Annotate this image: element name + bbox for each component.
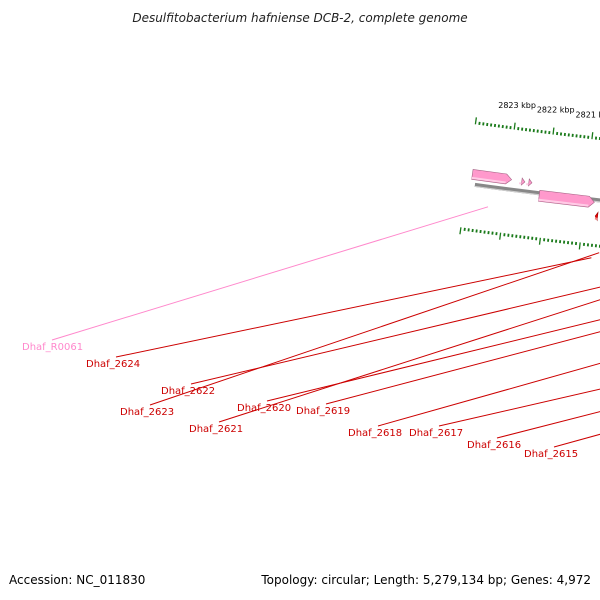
ruler-major-tick bbox=[474, 117, 478, 125]
leader-line bbox=[496, 411, 600, 439]
rna-feature bbox=[538, 190, 595, 208]
leader-line bbox=[190, 286, 600, 385]
leader-line bbox=[115, 257, 592, 358]
leader-line bbox=[553, 433, 600, 448]
ruler-major-tick bbox=[499, 232, 502, 240]
ruler-major-tick bbox=[538, 237, 542, 245]
gene-label: Dhaf_R0061 bbox=[22, 342, 83, 353]
rna-feature bbox=[526, 178, 533, 187]
accession-text: Accession: NC_011830 bbox=[9, 573, 146, 587]
gene-label: Dhaf_2619 bbox=[296, 406, 350, 417]
leader-line bbox=[377, 362, 600, 427]
gene-label: Dhaf_2624 bbox=[86, 359, 140, 370]
genome-title: Desulfitobacterium hafniense DCB-2, comp… bbox=[132, 11, 467, 25]
gene-label: Dhaf_2617 bbox=[409, 428, 463, 439]
leader-line bbox=[51, 206, 489, 341]
genome-backbone-highlight bbox=[474, 185, 600, 203]
rna-feature-body bbox=[527, 178, 533, 187]
gene-label: Dhaf_2622 bbox=[161, 386, 215, 397]
gene-label: Dhaf_2621 bbox=[189, 424, 243, 435]
ruler-major-tick bbox=[591, 132, 594, 140]
leader-line bbox=[325, 331, 600, 405]
outer-scale-ruler bbox=[474, 117, 600, 141]
kbp-label: 2823 kbp bbox=[498, 101, 536, 110]
gene-label: Dhaf_2620 bbox=[237, 403, 291, 414]
rna-feature bbox=[518, 177, 526, 186]
genome-backbone bbox=[474, 182, 600, 203]
gene-label: Dhaf_2623 bbox=[120, 407, 174, 418]
gene-label: Dhaf_2616 bbox=[467, 440, 521, 451]
leader-line bbox=[218, 299, 600, 423]
ruler-major-tick bbox=[552, 127, 555, 135]
kbp-label: 2821 kbp bbox=[576, 110, 600, 119]
inner-scale-ruler bbox=[459, 227, 600, 250]
ruler-major-tick bbox=[513, 122, 516, 130]
leader-line-group bbox=[51, 206, 600, 448]
leader-line bbox=[266, 319, 600, 402]
rna-feature-body bbox=[520, 177, 526, 186]
feature-track bbox=[471, 169, 599, 222]
rna-feature bbox=[471, 169, 513, 185]
ruler-major-tick bbox=[578, 242, 581, 250]
gene-feature bbox=[594, 211, 599, 222]
rna-feature-highlight bbox=[471, 176, 506, 184]
rna-feature-highlight bbox=[538, 198, 589, 207]
gene-label: Dhaf_2615 bbox=[524, 449, 578, 460]
gene-label: Dhaf_2618 bbox=[348, 428, 402, 439]
leader-line bbox=[438, 388, 600, 427]
ruler-major-tick bbox=[459, 227, 462, 235]
kbp-label: 2822 kbp bbox=[537, 106, 575, 115]
rna-feature-body bbox=[471, 169, 513, 185]
leader-line bbox=[149, 252, 600, 406]
genome-summary-text: Topology: circular; Length: 5,279,134 bp… bbox=[261, 573, 591, 587]
